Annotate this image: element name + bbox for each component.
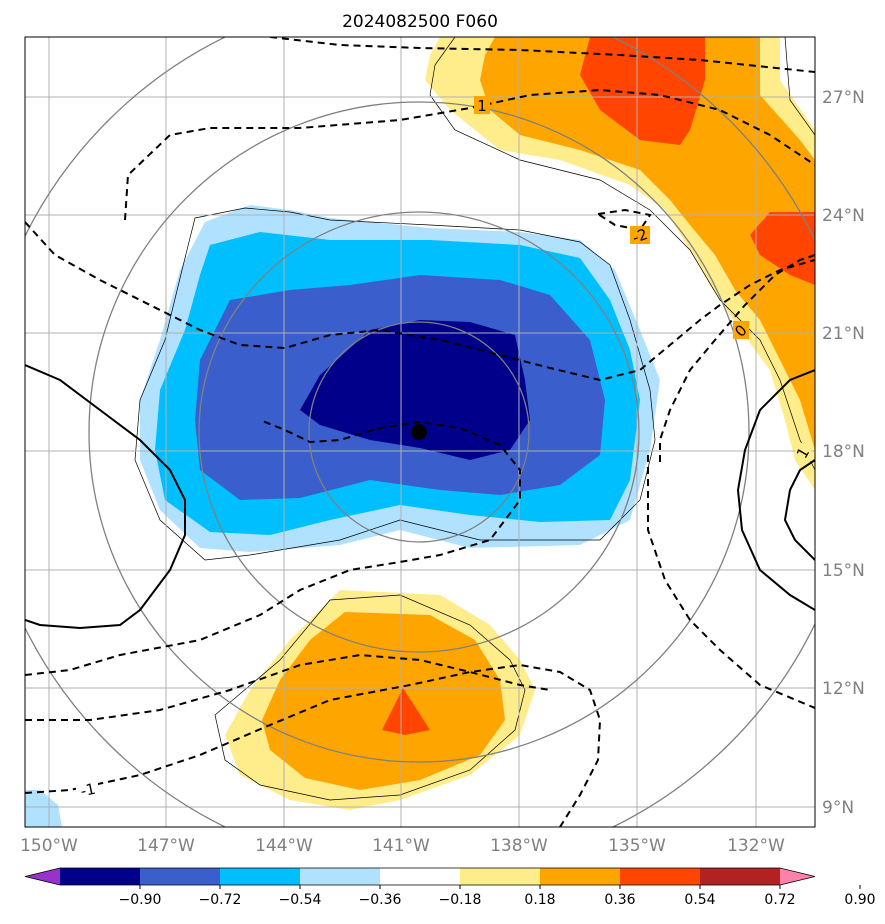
colorbar: −0.90 −0.72 −0.54 −0.36 −0.18 0.18 0.36 0.54 0.7… (24, 867, 876, 908)
colorbar-outline (24, 867, 816, 886)
fill-pos-ne-054b (750, 212, 815, 285)
fill-neg-corner (25, 790, 62, 827)
colorbar-tick-label: −0.36 (359, 892, 402, 908)
lon-tick-label: 135°W (608, 836, 666, 856)
map-title: 2024082500 F060 (342, 12, 498, 32)
fill-pos-ne-036 (480, 37, 815, 450)
colorbar-segment (700, 868, 781, 885)
colorbar-segment (300, 868, 381, 885)
lon-tick-label: 147°W (137, 836, 195, 856)
storm-center-dot (411, 424, 427, 440)
colorbar-tick-label: −0.54 (279, 892, 322, 908)
colorbar-tick-label: 0.90 (844, 892, 875, 908)
colorbar-extension-high (780, 868, 815, 885)
fill-neg-072 (300, 320, 530, 460)
colorbar-segment (220, 868, 301, 885)
fill-pos-south-036 (262, 612, 505, 790)
lon-axis: 150°W 147°W 144°W 141°W 138°W 135°W 132°… (20, 836, 785, 856)
fill-pos-ne-054 (580, 37, 705, 145)
colorbar-segment (380, 868, 461, 885)
fill-pos-south-054 (382, 688, 430, 735)
contour-label: -2 (630, 225, 650, 247)
colorbar-segment (140, 868, 221, 885)
lon-tick-label: 144°W (255, 836, 313, 856)
range-rings (25, 37, 815, 827)
colorbar-segment (460, 868, 541, 885)
dashed-contours (25, 37, 815, 827)
colorbar-tick-label: 0.36 (604, 892, 635, 908)
lat-tick-label: 27°N (822, 88, 865, 108)
colorbar-extension-low (25, 868, 60, 885)
colorbar-segment (620, 868, 701, 885)
lon-tick-label: 150°W (20, 836, 78, 856)
lon-tick-label: 138°W (490, 836, 548, 856)
map-frame (24, 36, 816, 828)
colorbar-tick-label: −0.90 (119, 892, 162, 908)
colorbar-tick-label: 0.54 (684, 892, 715, 908)
colorbar-tick-label: −0.18 (439, 892, 482, 908)
lat-tick-label: 24°N (822, 206, 865, 226)
colorbar-segment (60, 868, 141, 885)
lat-tick-label: 12°N (822, 679, 865, 699)
solid-contours (25, 364, 815, 630)
lat-axis: 27°N 24°N 21°N 18°N 15°N 12°N 9°N (822, 88, 865, 818)
map-area: 1 -2 0 1 -1 (25, 37, 815, 827)
colorbar-tick-label: 0.72 (764, 892, 795, 908)
lat-tick-label: 21°N (822, 324, 865, 344)
graticule (25, 37, 815, 827)
lon-tick-label: 141°W (372, 836, 430, 856)
lat-tick-label: 15°N (822, 561, 865, 581)
contour-label: -1 (79, 780, 97, 801)
colorbar-tick-label: 0.18 (524, 892, 555, 908)
lon-tick-label: 132°W (727, 836, 785, 856)
colorbar-tick-label: −0.72 (199, 892, 242, 908)
colorbar-segment (540, 868, 621, 885)
lat-tick-label: 9°N (822, 798, 854, 818)
lat-tick-label: 18°N (822, 442, 865, 462)
contour-label-group: 1 -2 0 1 -1 (76, 96, 813, 800)
contour-label: 1 (477, 97, 487, 115)
